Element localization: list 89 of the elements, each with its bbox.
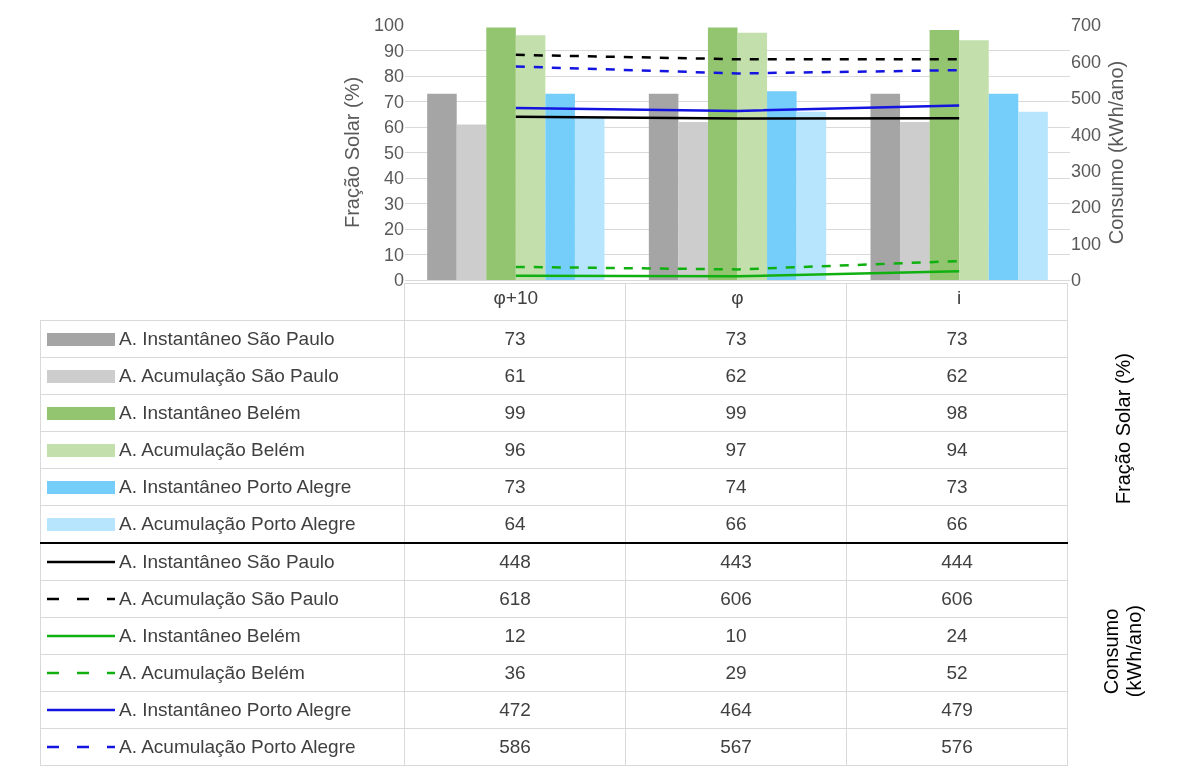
legend-label: A. Instantâneo Porto Alegre [119, 475, 352, 497]
data-label: 576 [846, 728, 1068, 765]
bar [648, 93, 679, 280]
legend-label: A. Instantâneo Porto Alegre [119, 698, 352, 720]
data-label: 73 [404, 320, 626, 357]
bar [707, 27, 738, 280]
y-tick-label: 0 [393, 270, 404, 291]
legend-label: A. Instantâneo São Paulo [119, 327, 335, 349]
legend-label: A. Instantâneo Belém [119, 624, 301, 646]
bar [545, 93, 575, 280]
y-tick-label: 30 [383, 193, 404, 214]
data-label: 464 [625, 691, 847, 728]
legend-label: A. Acumulação Belém [119, 661, 305, 683]
bar [574, 116, 605, 280]
data-label: 73 [846, 320, 1068, 357]
bar [737, 32, 768, 280]
y-tick-label: 40 [383, 168, 404, 189]
legend-label: A. Instantâneo Belém [119, 401, 301, 423]
y2-tick-label: 600 [1071, 51, 1102, 72]
data-label: 97 [625, 431, 847, 468]
legend-label: A. Acumulação São Paulo [119, 587, 339, 609]
y2-tick-label: 400 [1071, 124, 1102, 145]
bar [959, 40, 989, 280]
data-label: 64 [404, 505, 626, 543]
x-tick-label: i [957, 286, 962, 308]
data-label: 606 [846, 580, 1068, 617]
data-label: 567 [625, 728, 847, 765]
bar [988, 93, 1019, 280]
data-label: 29 [625, 654, 847, 691]
legend-label: A. Acumulação Porto Alegre [119, 512, 356, 534]
data-label: 52 [846, 654, 1068, 691]
text: Consumo (kWh/ano) [1100, 605, 1145, 698]
data-label: 99 [625, 394, 847, 431]
y2-tick-label: 500 [1071, 88, 1102, 109]
data-label: 12 [404, 617, 626, 654]
data-label: 448 [404, 542, 626, 580]
data-label: 73 [404, 468, 626, 505]
data-label: 94 [846, 431, 1068, 468]
y2-tick-label: 200 [1071, 197, 1102, 218]
y2-axis-title: Consumo (kWh/ano) [1104, 60, 1127, 245]
data-label: 586 [404, 728, 626, 765]
legend-label: A. Instantâneo São Paulo [119, 550, 335, 572]
data-label: 443 [625, 542, 847, 580]
y2-tick-label: 700 [1071, 15, 1102, 36]
data-label: 73 [846, 468, 1068, 505]
y-tick-label: 80 [383, 66, 404, 87]
y2-tick-label: 100 [1071, 233, 1102, 254]
data-label: 99 [404, 394, 626, 431]
bar [515, 35, 546, 280]
x-tick-label: φ+10 [493, 286, 539, 308]
data-label: 62 [846, 357, 1068, 394]
data-label: 606 [625, 580, 847, 617]
data-label: 62 [625, 357, 847, 394]
data-label: 444 [846, 542, 1068, 580]
data-label: 98 [846, 394, 1068, 431]
bar [427, 93, 457, 280]
bar [767, 91, 797, 280]
bar [486, 27, 516, 280]
bar [796, 111, 827, 280]
y-tick-label: 10 [383, 244, 404, 265]
y-tick-label: 20 [383, 219, 404, 240]
y-tick-label: 100 [373, 15, 404, 36]
y2-tick-label: 0 [1071, 270, 1082, 291]
bar [929, 30, 960, 280]
y-tick-label: 50 [383, 142, 404, 163]
data-label: 36 [404, 654, 626, 691]
bar [870, 93, 901, 280]
legend-label: A. Acumulação Porto Alegre [119, 735, 356, 757]
data-label: 10 [625, 617, 847, 654]
x-tick-label: φ [731, 286, 744, 308]
data-label: 61 [404, 357, 626, 394]
data-label: 73 [625, 320, 847, 357]
y-tick-label: 60 [383, 117, 404, 138]
data-label: 618 [404, 580, 626, 617]
data-label: 96 [404, 431, 626, 468]
data-label: 479 [846, 691, 1068, 728]
data-label: 66 [846, 505, 1068, 543]
bar [1018, 111, 1048, 280]
y-tick-label: 70 [383, 91, 404, 112]
data-label: 74 [625, 468, 847, 505]
data-label: 66 [625, 505, 847, 543]
data-label: 472 [404, 691, 626, 728]
legend-label: A. Acumulação São Paulo [119, 364, 339, 386]
legend-label: A. Acumulação Belém [119, 438, 305, 460]
y-axis-title: Fração Solar (%) [341, 76, 364, 229]
y2-tick-label: 300 [1071, 161, 1102, 182]
data-label: 24 [846, 617, 1068, 654]
y-tick-label: 90 [383, 40, 404, 61]
text: Fração Solar (%) [1111, 353, 1134, 505]
